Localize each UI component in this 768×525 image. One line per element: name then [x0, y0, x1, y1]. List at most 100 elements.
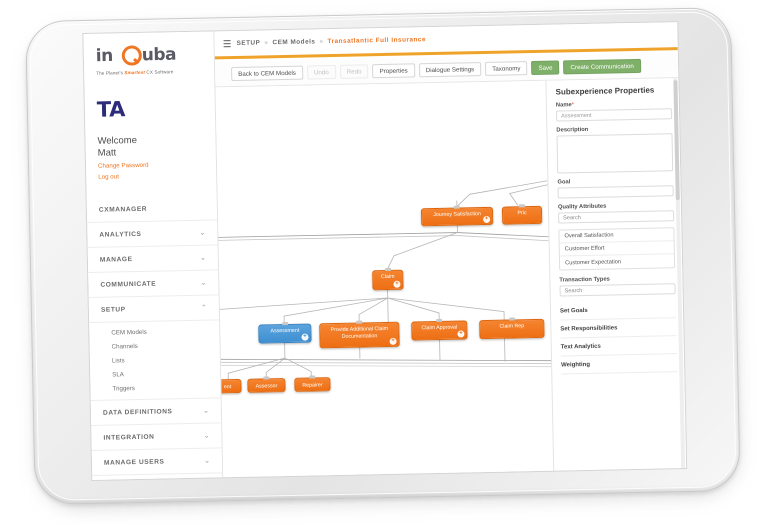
node-claim-repair[interactable]: Claim Rep — [479, 316, 545, 340]
name-input[interactable]: Assessment — [555, 108, 673, 122]
panel-title: Subexperience Properties — [555, 85, 655, 97]
chevron-down-icon: ⌄ — [203, 432, 210, 440]
journey-connector-lines — [218, 180, 552, 380]
create-communication-button[interactable]: Create Communication — [563, 58, 641, 75]
sidebar-item-label: CXMANAGER — [98, 205, 148, 214]
sidebar-item-analytics[interactable]: ANALYTICS ⌄ — [87, 220, 218, 248]
goal-input[interactable] — [557, 185, 674, 199]
dialogue-settings-button[interactable]: Dialogue Settings — [418, 62, 482, 78]
description-field-label: Description — [556, 126, 589, 134]
save-button[interactable]: Save — [531, 60, 560, 76]
sidebar-subitem-label: Triggers — [112, 384, 136, 393]
transaction-types-search-input[interactable]: Search — [559, 283, 676, 297]
node-provide-additional-claim-documentation[interactable]: Provide Additional Claim Documentation + — [319, 319, 400, 349]
brand-tagline: The Planet's Smartest CX Software — [96, 68, 214, 76]
undo-button[interactable]: Undo — [306, 64, 336, 80]
quality-attributes-option-list: Overall Satisfaction Customer Effort Cus… — [558, 227, 676, 271]
node-label: Provide Additional Claim Documentation — [330, 325, 389, 340]
section-set-goals[interactable]: Set Goals — [559, 300, 677, 321]
redo-button[interactable]: Redo — [339, 64, 369, 79]
section-weighting[interactable]: Weighting — [560, 354, 678, 375]
sidebar-item-label: ANALYTICS — [99, 230, 142, 239]
svg-text:in: in — [96, 46, 113, 66]
sidebar: in uba The Planet's Smartest CX Software — [83, 31, 224, 480]
node-label: Pric — [517, 210, 527, 217]
sidebar-item-data-definitions[interactable]: DATA DEFINITIONS ⌄ — [90, 398, 222, 426]
chevron-down-icon: ⌄ — [199, 229, 206, 237]
node-add-icon[interactable]: + — [457, 329, 465, 338]
sidebar-item-label: DATA DEFINITIONS — [102, 407, 173, 417]
quality-attributes-search-input[interactable]: Search — [558, 210, 675, 224]
sidebar-item-cxmanager[interactable]: CXMANAGER — [86, 195, 218, 223]
taxonomy-button[interactable]: Taxonomy — [485, 61, 528, 76]
back-to-cem-models-button[interactable]: Back to CEM Models — [231, 65, 304, 82]
section-set-responsibilities[interactable]: Set Responsibilities — [560, 318, 677, 339]
list-item[interactable]: Customer Expectation — [564, 258, 622, 266]
chevron-down-icon: ⌄ — [200, 279, 207, 287]
goal-field-label: Goal — [557, 179, 571, 186]
breadcrumb-separator-icon: » — [264, 39, 269, 47]
sidebar-subitem-label: Lists — [111, 356, 125, 365]
tagline-highlight: Smartest — [124, 69, 146, 76]
sidebar-item-manage[interactable]: MANAGE ⌄ — [87, 245, 219, 273]
node-add-icon[interactable]: + — [301, 333, 309, 341]
node-add-icon[interactable]: + — [393, 280, 401, 288]
node-add-icon[interactable]: + — [483, 215, 491, 223]
node-journey-satisfaction[interactable]: Journey Satisfaction + — [420, 205, 494, 227]
sidebar-item-label: INTEGRATION — [103, 433, 155, 442]
node-assessor[interactable]: Assessor — [247, 375, 286, 393]
node-claim[interactable]: Claim + — [372, 267, 404, 291]
breadcrumb-cem-models[interactable]: CEM Models — [272, 38, 316, 47]
node-repairer[interactable]: Repairer — [294, 374, 331, 392]
user-name: Matt — [97, 147, 117, 159]
journey-map-canvas[interactable]: Journey Satisfaction + Pric Claim + — [215, 80, 554, 478]
breadcrumb-current-model: Transatlantic Full Insurance — [327, 36, 427, 46]
node-connector-cap-icon — [518, 203, 525, 208]
tagline-post: CX Software — [144, 69, 174, 75]
node-connector-cap-icon — [384, 267, 391, 272]
node-label: ent — [223, 384, 232, 391]
node-label: Claim Approval — [421, 324, 458, 332]
node-add-icon[interactable]: + — [389, 337, 397, 345]
node-claim-approval[interactable]: Claim Approval + — [411, 318, 468, 341]
quality-attributes-label: Quality Attributes — [557, 203, 607, 211]
breadcrumb-setup[interactable]: SETUP — [236, 39, 261, 47]
sidebar-item-manage-users[interactable]: MANAGE USERS ⌄ — [91, 448, 223, 476]
node-label: Repairer — [302, 382, 323, 389]
sidebar-item-label: SETUP — [100, 305, 126, 314]
sidebar-item-label: MANAGE — [99, 255, 133, 264]
tablet-device-mockup: in uba The Planet's Smartest CX Software — [9, 0, 763, 525]
description-textarea[interactable] — [556, 133, 674, 174]
hamburger-icon[interactable] — [223, 40, 231, 48]
tenant-initials-logo: TA — [96, 97, 126, 122]
node-connector-cap-icon — [263, 375, 270, 380]
device-screen: in uba The Planet's Smartest CX Software — [83, 22, 687, 480]
sidebar-item-integration[interactable]: INTEGRATION ⌄ — [91, 423, 222, 451]
brand-logo-block[interactable]: in uba The Planet's Smartest CX Software — [83, 31, 214, 76]
section-text-analytics[interactable]: Text Analytics — [560, 336, 677, 357]
node-label: Assessment — [270, 327, 300, 335]
node-connector-cap-icon — [436, 318, 443, 323]
node-assessment-selected[interactable]: Assessment + — [258, 321, 312, 344]
sidebar-item-communicate[interactable]: COMMUNICATE ⌄ — [88, 270, 219, 298]
sidebar-item-label: MANAGE USERS — [103, 457, 165, 467]
tagline-pre: The Planet's — [96, 70, 125, 76]
node-label: Assessor — [255, 383, 278, 390]
sidebar-item-setup[interactable]: SETUP ⌃ — [88, 295, 220, 323]
name-label-text: Name — [555, 102, 572, 109]
node-connector-cap-icon — [281, 321, 288, 326]
sidebar-item-triggers[interactable]: Triggers — [90, 379, 220, 396]
log-out-link[interactable]: Log out — [98, 173, 119, 181]
node-pricing[interactable]: Pric — [501, 203, 543, 225]
name-field-label: Name* — [556, 100, 672, 108]
logo-wordmark-svg: in uba — [96, 45, 177, 67]
application-window: in uba The Planet's Smartest CX Software — [83, 22, 687, 480]
subexperience-properties-panel: Subexperience Properties Name* Assessmen… — [545, 78, 687, 471]
node-connector-cap-icon — [453, 205, 460, 209]
breadcrumb-separator-icon: » — [319, 38, 324, 46]
node-connector-cap-icon — [356, 319, 363, 324]
node-label: Claim Rep — [499, 323, 525, 330]
change-password-link[interactable]: Change Password — [97, 161, 149, 170]
properties-button[interactable]: Properties — [372, 63, 415, 79]
